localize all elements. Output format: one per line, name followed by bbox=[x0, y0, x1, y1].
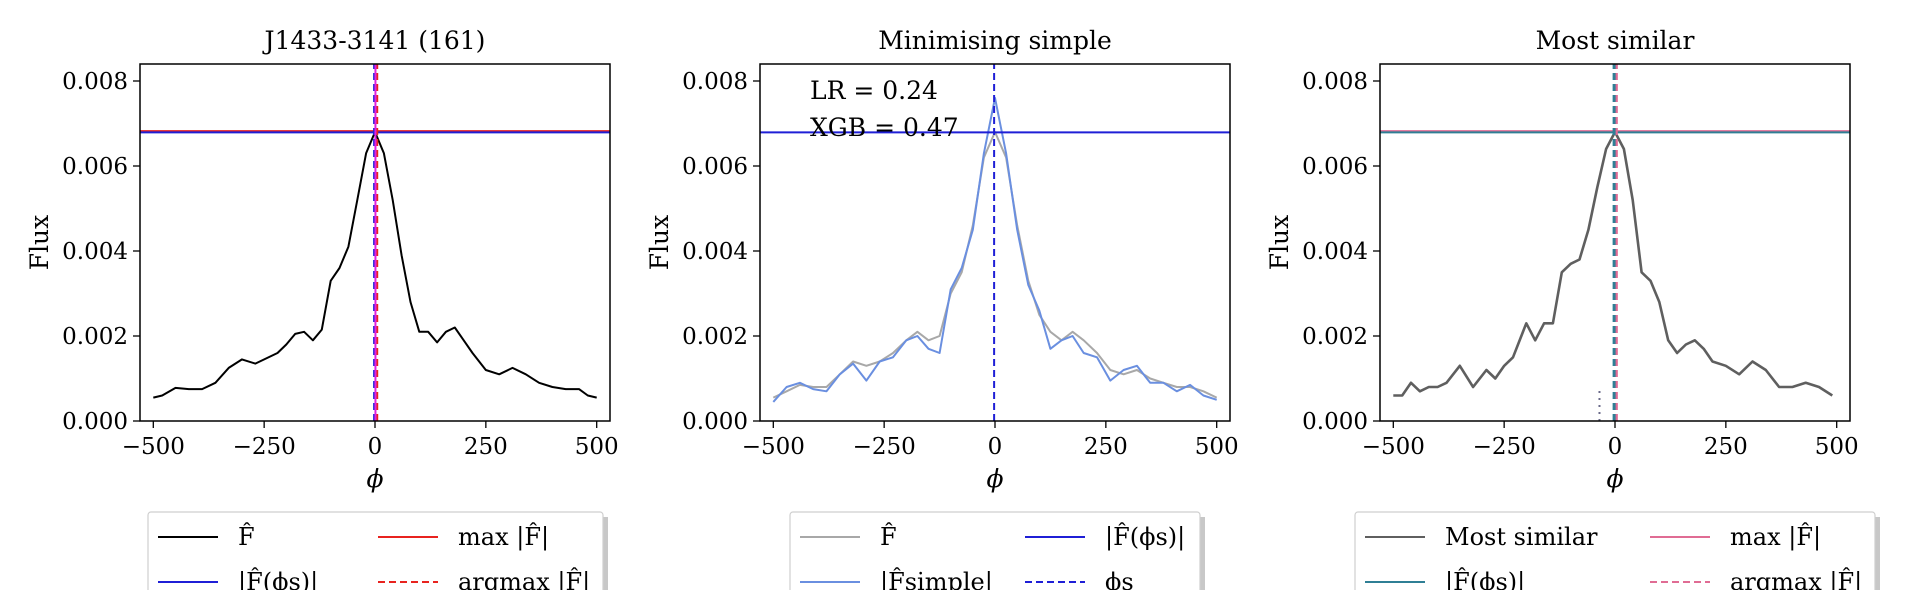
x-axis-label: ϕ bbox=[986, 464, 1003, 493]
y-tick-label: 0.004 bbox=[1302, 239, 1368, 265]
legend-label: |F̂simple| bbox=[880, 568, 993, 590]
x-tick-label: 0 bbox=[988, 434, 1003, 460]
y-tick-label: 0.008 bbox=[1302, 69, 1368, 95]
x-tick-label: 500 bbox=[1195, 434, 1239, 460]
x-tick-label: −500 bbox=[1362, 434, 1425, 460]
legend: Most similar max |F̂| |F̂(ϕs)| argmax |F̂| bbox=[1354, 511, 1880, 590]
x-tick-label: 250 bbox=[1084, 434, 1128, 460]
x-axis-label: ϕ bbox=[366, 464, 383, 493]
y-tick-label: 0.004 bbox=[682, 239, 748, 265]
chart-title: J1433-3141 (161) bbox=[262, 26, 486, 55]
annotation-text: LR = 0.24 bbox=[810, 76, 938, 105]
chart-panel-2: Minimising simple −500 −250 0 250 500 0.000 0.0… bbox=[645, 26, 1239, 590]
x-tick-label: 250 bbox=[1704, 434, 1748, 460]
legend-label: Most similar bbox=[1445, 523, 1598, 551]
legend-box bbox=[1354, 511, 1876, 590]
legend-label: F̂ bbox=[238, 523, 255, 551]
y-tick-label: 0.006 bbox=[682, 154, 748, 180]
y-axis-label: Flux bbox=[645, 215, 674, 271]
plot-area bbox=[760, 64, 1230, 421]
x-tick-label: 250 bbox=[464, 434, 508, 460]
legend: F̂ |F̂(ϕs)| |F̂simple| ϕs bbox=[789, 511, 1205, 590]
y-tick-label: 0.000 bbox=[62, 409, 128, 435]
chart-panel-3: Most similar −500 −250 0 250 500 0.000 0.002 0.0… bbox=[1265, 26, 1880, 590]
y-tick-label: 0.000 bbox=[1302, 409, 1368, 435]
annotation-text: XGB = 0.47 bbox=[810, 113, 959, 142]
y-tick-label: 0.002 bbox=[682, 324, 748, 350]
legend-label: |F̂(ϕs)| bbox=[238, 568, 318, 590]
y-tick-label: 0.002 bbox=[1302, 324, 1368, 350]
legend-label: max |F̂| bbox=[458, 523, 549, 552]
legend-label: ϕs bbox=[1105, 568, 1134, 590]
x-tick-label: 500 bbox=[1815, 434, 1859, 460]
x-tick-label: −500 bbox=[122, 434, 185, 460]
x-tick-label: 0 bbox=[368, 434, 383, 460]
chart-title: Most similar bbox=[1536, 26, 1695, 55]
x-tick-label: −500 bbox=[742, 434, 805, 460]
x-tick-label: 500 bbox=[575, 434, 619, 460]
legend-label: argmax |F̂| bbox=[458, 568, 590, 590]
y-tick-label: 0.008 bbox=[62, 69, 128, 95]
y-axis-label: Flux bbox=[1265, 215, 1294, 271]
x-tick-label: 0 bbox=[1608, 434, 1623, 460]
legend-label: |F̂(ϕs)| bbox=[1105, 523, 1185, 552]
y-tick-label: 0.008 bbox=[682, 69, 748, 95]
x-tick-label: −250 bbox=[853, 434, 916, 460]
x-tick-label: −250 bbox=[1473, 434, 1536, 460]
y-axis-label: Flux bbox=[25, 215, 54, 271]
chart-panel-1: J1433-3141 (161) −500 −250 0 250 500 0.000 0.00… bbox=[25, 26, 619, 590]
y-tick-label: 0.004 bbox=[62, 239, 128, 265]
legend-label: argmax |F̂| bbox=[1730, 568, 1862, 590]
legend: F̂ max |F̂| |F̂(ϕs)| argmax |F̂| bbox=[147, 511, 608, 590]
chart-title: Minimising simple bbox=[878, 26, 1112, 55]
plot-area bbox=[1380, 64, 1850, 421]
legend-box bbox=[147, 511, 604, 590]
legend-box bbox=[789, 511, 1201, 590]
y-tick-label: 0.006 bbox=[62, 154, 128, 180]
y-tick-label: 0.000 bbox=[682, 409, 748, 435]
y-tick-label: 0.002 bbox=[62, 324, 128, 350]
legend-label: F̂ bbox=[880, 523, 897, 551]
x-axis-label: ϕ bbox=[1606, 464, 1623, 493]
series-line-1 bbox=[1393, 130, 1834, 397]
y-tick-label: 0.006 bbox=[1302, 154, 1368, 180]
plot-area bbox=[140, 64, 610, 421]
x-tick-label: −250 bbox=[233, 434, 296, 460]
legend-label: max |F̂| bbox=[1730, 523, 1821, 552]
legend-label: |F̂(ϕs)| bbox=[1445, 568, 1525, 590]
